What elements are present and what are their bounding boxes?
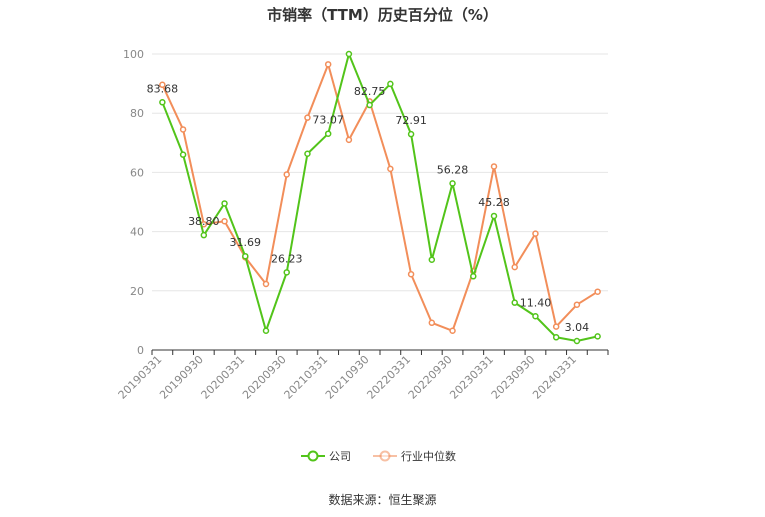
data-label: 73.07 — [312, 114, 344, 127]
data-point — [304, 150, 311, 158]
x-tick-label: 20200930 — [240, 353, 289, 402]
data-point — [345, 50, 353, 58]
y-tick-label: 40 — [130, 226, 144, 239]
legend-label: 行业中位数 — [401, 449, 456, 463]
data-point — [511, 263, 518, 271]
data-point — [573, 301, 581, 308]
data-label: 11.40 — [520, 296, 552, 309]
x-tick-label: 20210930 — [323, 353, 372, 402]
data-point — [594, 288, 601, 295]
data-label: 45.28 — [478, 196, 510, 209]
data-point — [159, 81, 166, 89]
data-label: 38.80 — [188, 215, 220, 228]
chart-title: 市销率（TTM）历史百分位（%） — [267, 6, 498, 24]
data-point — [552, 334, 560, 341]
data-label: 56.28 — [437, 163, 469, 176]
label-layer: 83.68 38.80 31.69 26.23 73.07 82.75 72.91 56.28… — [147, 82, 590, 334]
data-point — [242, 252, 249, 260]
y-tick-label: 0 — [137, 344, 144, 357]
data-source: 数据来源：恒生聚源 — [328, 493, 437, 507]
x-tick-label: 20220331 — [364, 353, 413, 402]
data-point — [407, 130, 415, 138]
x-tick-label: 20190331 — [116, 353, 165, 402]
data-point — [179, 126, 187, 133]
legend-swatch-marker — [307, 450, 319, 462]
data-point — [283, 171, 290, 178]
data-point — [573, 337, 581, 345]
x-tick-label: 20220930 — [406, 353, 455, 402]
x-tick-label: 20190930 — [157, 353, 206, 402]
data-point — [511, 299, 518, 306]
data-label: 82.75 — [354, 85, 386, 98]
data-point — [552, 323, 560, 330]
legend-label: 公司 — [329, 450, 351, 463]
legend-item: 行业中位数 — [373, 449, 456, 463]
data-point — [159, 99, 166, 106]
data-label: 72.91 — [395, 114, 427, 127]
y-tick-label: 100 — [123, 48, 144, 61]
x-tick-label: 20230930 — [489, 353, 538, 402]
data-point — [200, 231, 208, 239]
data-point — [594, 333, 601, 340]
data-label: 26.23 — [271, 252, 303, 265]
series-company — [159, 50, 601, 345]
data-point — [428, 256, 436, 263]
legend-swatch-marker — [379, 450, 391, 462]
data-point — [532, 230, 539, 237]
data-point — [428, 319, 436, 327]
grid-layer — [152, 53, 608, 292]
data-point — [387, 165, 394, 173]
data-point — [304, 114, 311, 121]
data-point — [283, 269, 290, 276]
x-tick-label: 20240331 — [530, 353, 579, 402]
y-tick-label: 80 — [130, 107, 144, 120]
data-point — [407, 270, 415, 278]
data-point — [449, 327, 456, 335]
data-point — [470, 273, 477, 280]
data-point — [345, 136, 353, 144]
data-point — [221, 217, 228, 225]
data-point — [262, 280, 270, 288]
series-layer — [159, 50, 601, 345]
x-tick-label: 20210331 — [282, 353, 331, 402]
data-point — [449, 180, 456, 187]
data-label: 83.68 — [147, 82, 179, 95]
data-point — [179, 151, 187, 158]
data-point — [366, 101, 373, 109]
data-point — [387, 80, 394, 88]
data-point — [262, 327, 270, 335]
data-point — [532, 313, 539, 320]
y-tick-label: 60 — [130, 166, 144, 179]
legend-item: 公司 — [301, 450, 351, 463]
series-line — [161, 63, 599, 332]
data-point — [221, 200, 228, 207]
data-point — [490, 163, 498, 170]
y-tick-label: 20 — [130, 285, 144, 298]
x-tick-label: 20200331 — [199, 353, 248, 402]
x-tick-label: 20230331 — [447, 353, 496, 402]
data-label: 3.04 — [565, 321, 590, 334]
series-industry-median — [159, 61, 601, 335]
legend: 公司 行业中位数 — [301, 449, 456, 463]
series-line — [161, 53, 598, 342]
data-label: 31.69 — [230, 236, 262, 249]
data-point — [490, 212, 498, 220]
data-point — [324, 61, 332, 68]
data-point — [324, 130, 332, 137]
